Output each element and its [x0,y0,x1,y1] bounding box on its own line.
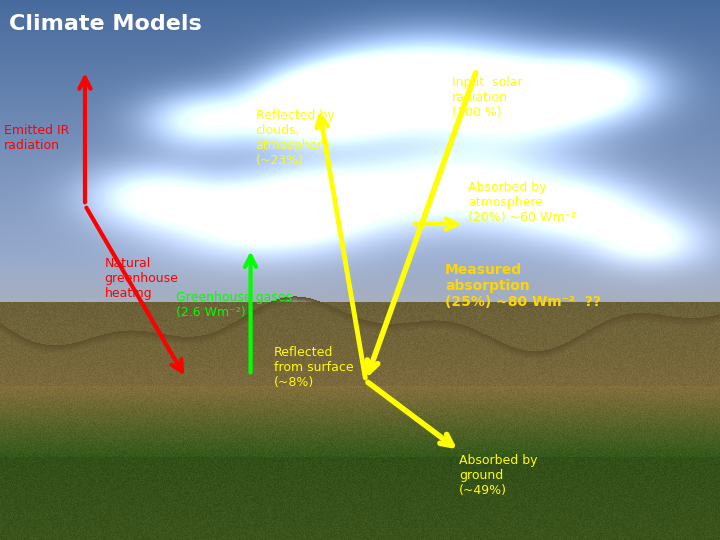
Text: Reflected by
clouds,
atmosphere
(~23%): Reflected by clouds, atmosphere (~23%) [256,109,334,167]
Text: Input  solar
radiation
(100 %): Input solar radiation (100 %) [452,76,523,119]
Text: Reflected
from surface
(~8%): Reflected from surface (~8%) [274,346,354,389]
Text: Absorbed by
ground
(~49%): Absorbed by ground (~49%) [459,454,538,497]
Text: Greenhouse gases
(2.6 Wm⁻²): Greenhouse gases (2.6 Wm⁻²) [176,291,292,319]
Text: Absorbed by
atmosphere
(20%) ~60 Wm⁻²: Absorbed by atmosphere (20%) ~60 Wm⁻² [468,181,576,224]
Text: Climate Models: Climate Models [9,14,202,33]
Text: Natural
greenhouse
heating: Natural greenhouse heating [104,256,179,300]
Text: Emitted IR
radiation: Emitted IR radiation [4,124,69,152]
Text: Measured
absorption
(25%) ~80 Wm⁻²  ??: Measured absorption (25%) ~80 Wm⁻² ?? [445,263,601,309]
